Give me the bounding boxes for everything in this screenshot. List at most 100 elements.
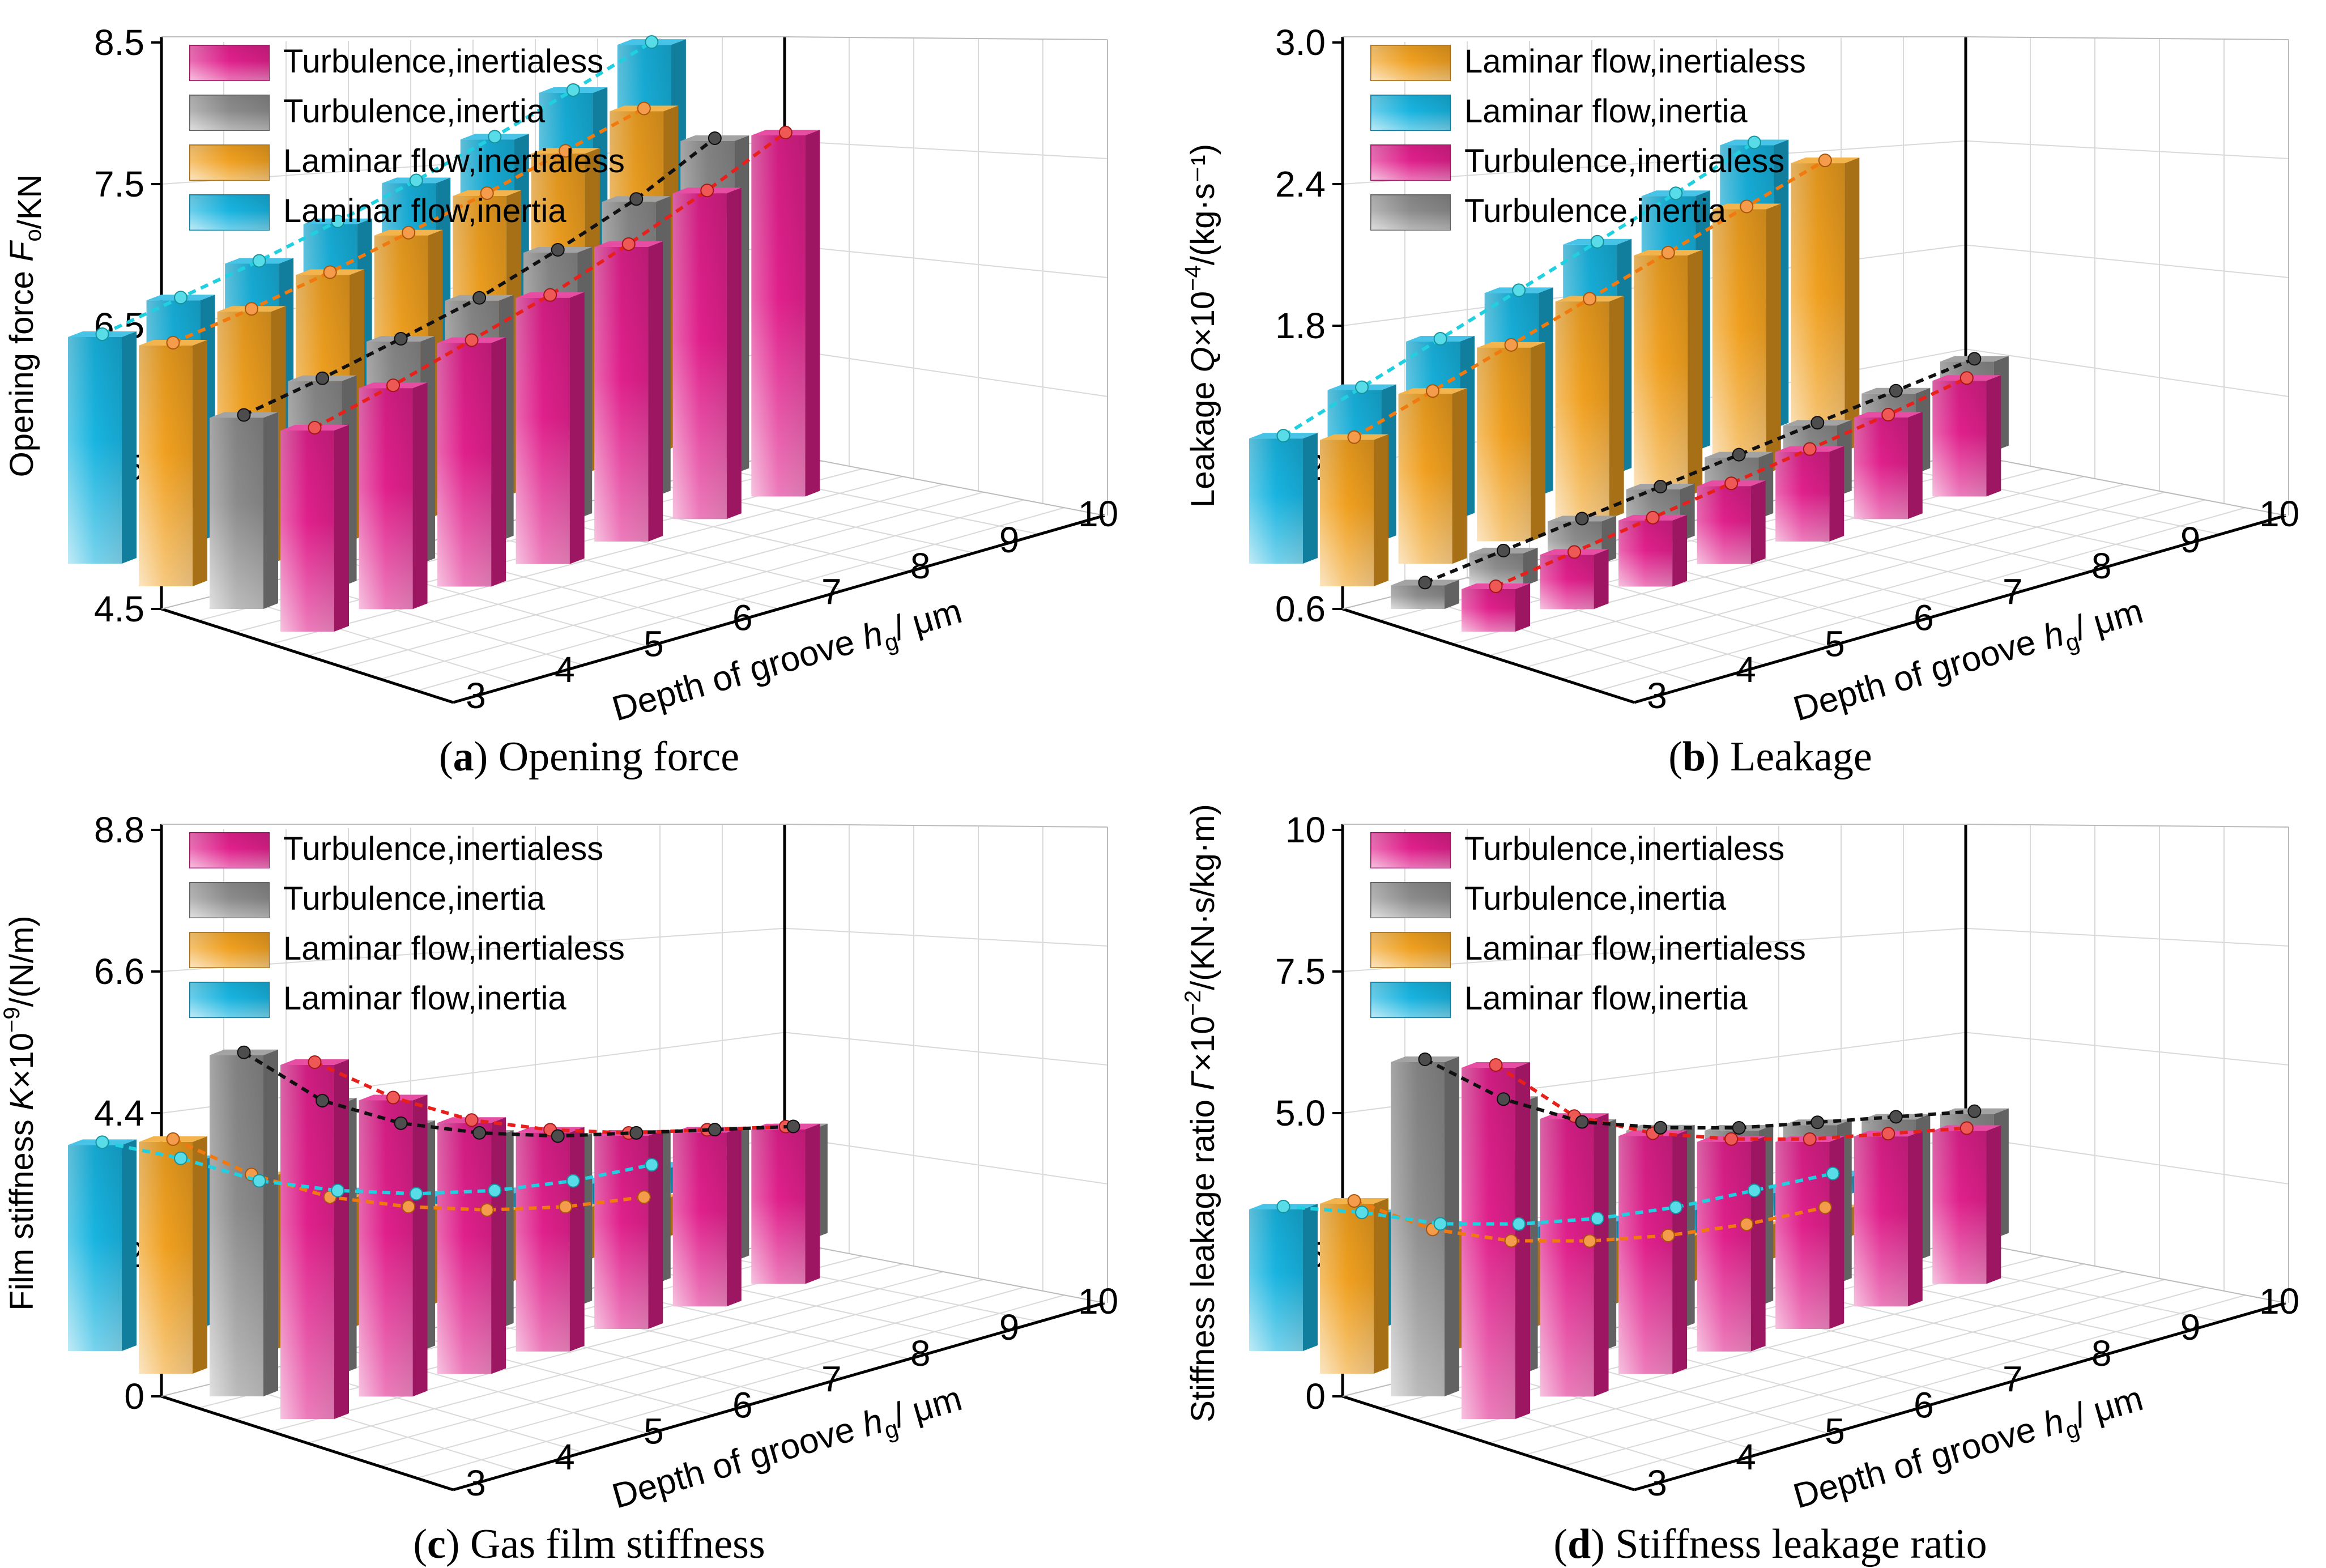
bar-turb_inertialess-7 xyxy=(594,1130,663,1329)
data-point-marker xyxy=(778,125,793,139)
data-point-marker xyxy=(1810,416,1825,430)
bar-turb_inertialess-3 xyxy=(1462,583,1530,632)
bar-turb_inertia-4 xyxy=(1469,547,1538,587)
trend-line-turb_inertia xyxy=(1424,357,1975,585)
data-point-marker xyxy=(386,1090,401,1105)
data-point-marker xyxy=(1818,1200,1832,1215)
x-tick-label: 7 xyxy=(821,1359,842,1400)
trend-line-turb_inertia xyxy=(242,1051,794,1138)
legend-item: Laminar flow,inertia xyxy=(1370,980,1748,1018)
bars xyxy=(1249,139,2009,632)
bar-lam_inertia-3 xyxy=(68,1139,137,1351)
x-tick-label: 4 xyxy=(555,1437,575,1477)
bar-turb_inertialess-9 xyxy=(751,1123,820,1284)
legend-item: Laminar flow,inertia xyxy=(189,980,566,1018)
data-point-marker xyxy=(1355,380,1369,394)
bar-turb_inertialess-3 xyxy=(1462,1062,1530,1419)
data-point-marker xyxy=(1654,480,1668,494)
x-tick-label: 3 xyxy=(466,675,486,716)
data-point-marker xyxy=(1881,408,1895,422)
data-point-marker xyxy=(1740,199,1754,214)
x-tick-label: 9 xyxy=(999,1307,1020,1348)
x-axis-ticks: 3 4 5 6 7 8 9 10 xyxy=(1647,493,2299,716)
bar-lam_inertialess-3 xyxy=(139,1136,207,1374)
data-point-marker xyxy=(786,1119,800,1134)
legend-label: Laminar flow,inertia xyxy=(1464,93,1748,130)
trend-line-lam_inertia xyxy=(1283,1171,1834,1226)
data-point-marker xyxy=(1433,331,1447,346)
data-point-marker xyxy=(1583,1234,1597,1248)
data-point-marker xyxy=(1433,1217,1447,1231)
data-point-marker xyxy=(1575,512,1589,526)
data-point-marker xyxy=(1646,510,1660,525)
data-point-marker xyxy=(637,1190,651,1204)
x-tick-label: 8 xyxy=(910,1333,931,1374)
data-point-marker xyxy=(1826,1166,1840,1181)
x-tick-label: 7 xyxy=(821,572,842,612)
data-point-marker xyxy=(1661,1228,1675,1242)
x-tick-label: 6 xyxy=(732,1385,753,1426)
bar-lam_inertialess-3 xyxy=(139,340,207,586)
panel-caption: (b) Leakage xyxy=(1668,734,1872,780)
bar-turb_inertialess-6 xyxy=(1697,1136,1766,1352)
y-axis-ticks: 02.55.07.510 xyxy=(1275,809,1343,1417)
data-point-marker xyxy=(1504,1234,1518,1248)
data-point-marker xyxy=(402,1200,416,1214)
data-point-marker xyxy=(237,1045,251,1059)
x-tick-label: 3 xyxy=(1647,675,1667,716)
bar-turb_inertia-3 xyxy=(210,1049,278,1396)
x-tick-label: 5 xyxy=(1825,623,1845,664)
data-point-marker xyxy=(1889,384,1903,398)
y-axis-label: Opening force Fo/KN xyxy=(3,174,48,478)
data-point-marker xyxy=(1654,1120,1668,1135)
data-point-marker xyxy=(1669,1200,1683,1215)
data-point-marker xyxy=(308,421,322,434)
bar-turb_inertia-3 xyxy=(1391,580,1459,609)
x-tick-label: 10 xyxy=(2259,493,2299,534)
x-tick-label: 4 xyxy=(1736,1437,1756,1477)
data-point-marker xyxy=(316,1093,330,1107)
bar-lam_inertia-3 xyxy=(68,331,137,564)
bar-turb_inertialess-5 xyxy=(437,1117,506,1374)
trend-lines xyxy=(1276,1053,1982,1248)
data-point-marker xyxy=(1959,371,1974,385)
data-point-marker xyxy=(323,265,337,279)
data-point-marker xyxy=(252,1174,266,1188)
x-tick-label: 4 xyxy=(1736,649,1756,690)
legend: Turbulence,inertialess Turbulence,inertia… xyxy=(1370,830,1806,1018)
data-point-marker xyxy=(1818,154,1832,168)
x-tick-label: 9 xyxy=(2180,1307,2201,1348)
data-point-marker xyxy=(409,173,423,188)
data-point-marker xyxy=(1489,580,1503,593)
bar-lam_inertialess-7 xyxy=(1634,249,1703,496)
legend-label: Laminar flow,inertialess xyxy=(283,143,625,180)
trend-lines xyxy=(95,35,793,434)
legend-label: Laminar flow,inertialess xyxy=(1464,43,1806,80)
data-point-marker xyxy=(1669,186,1683,201)
y-tick-label: 8.8 xyxy=(94,809,144,850)
x-tick-label: 8 xyxy=(910,546,931,586)
legend-label: Turbulence,inertia xyxy=(283,880,546,917)
data-point-marker xyxy=(543,288,557,302)
legend-label: Laminar flow,inertia xyxy=(283,193,566,229)
data-point-marker xyxy=(1967,352,1982,366)
data-point-marker xyxy=(1497,1092,1511,1106)
data-point-marker xyxy=(1347,1194,1361,1208)
y-axis-label: Leakage Q×10−4/(kg·s⁻¹) xyxy=(1181,144,1221,508)
x-tick-label: 7 xyxy=(2003,1359,2023,1400)
bar-turb_inertialess-7 xyxy=(1775,446,1844,542)
panel-caption: (a) Opening force xyxy=(439,734,739,780)
data-point-marker xyxy=(1732,1120,1746,1135)
legend-item: Turbulence,inertialess xyxy=(189,43,603,81)
data-point-marker xyxy=(480,186,494,200)
legend-item: Turbulence,inertia xyxy=(189,93,546,131)
y-tick-label: 1.8 xyxy=(1275,305,1326,346)
bar-turb_inertia-3 xyxy=(210,412,278,609)
x-tick-label: 6 xyxy=(732,598,753,638)
legend-item: Laminar flow,inertialess xyxy=(1370,43,1806,81)
legend-item: Laminar flow,inertia xyxy=(189,193,566,231)
data-point-marker xyxy=(465,1113,479,1127)
y-tick-label: 0 xyxy=(124,1376,144,1417)
